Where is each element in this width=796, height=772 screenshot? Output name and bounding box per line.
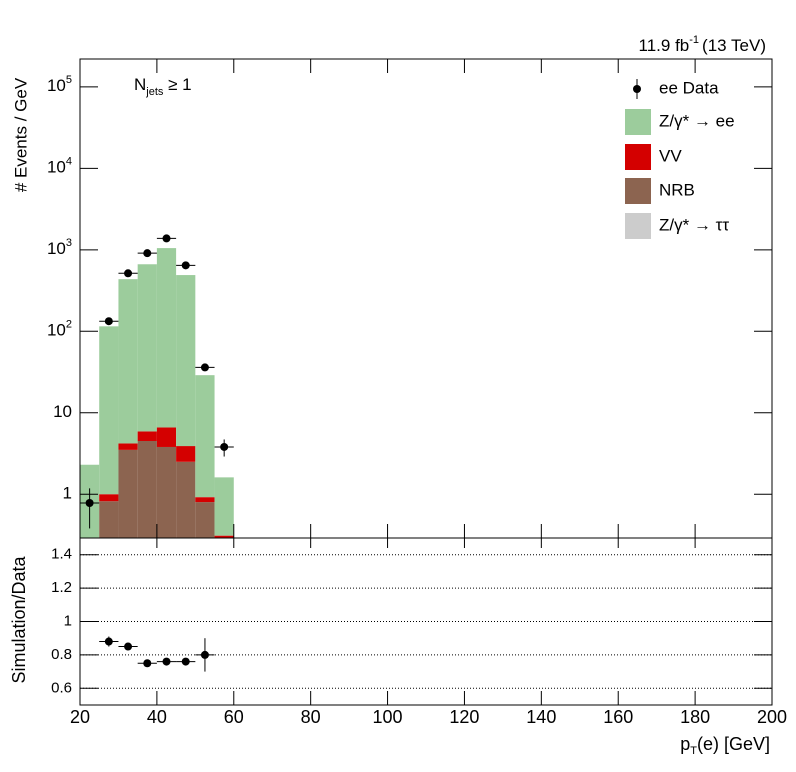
y-tick-label: 0.8 [51,646,72,663]
y-tick-exp: 3 [66,237,72,249]
ratio-point [162,657,171,666]
bar-segment [156,427,177,447]
bar-segment [176,446,196,462]
legend-swatch [625,178,651,204]
bar-segment [99,326,119,495]
bar-segment [156,248,177,428]
bar-segment [99,501,119,538]
x-tick-label: 60 [224,707,244,727]
x-tick-label: 200 [757,707,787,727]
data-point [85,498,94,507]
data-point [200,363,209,372]
y-tick-label: 102 [47,318,72,340]
bar-segment [214,535,234,538]
legend-swatch [625,144,651,170]
y-tick-exp: 4 [66,155,72,167]
data-point [104,317,113,326]
y-tick-base: 10 [47,158,66,177]
y-axis-title: # Events / GeV [11,77,30,192]
data-point [143,249,152,258]
legend-label: NRB [659,180,695,199]
data-point [162,234,171,243]
ratio-y-axis-title: Simulation/Data [9,555,29,683]
ratio-point [104,637,113,646]
y-tick-base: 10 [47,239,66,258]
y-tick-exp: 2 [66,318,72,330]
bar-segment [195,502,215,538]
ratio-point [181,657,190,666]
y-tick-exp: 5 [66,74,72,86]
x-tick-label: 120 [449,707,479,727]
x-tick-label: 140 [526,707,556,727]
bar-segment [137,431,157,441]
y-tick-base: 10 [47,76,66,95]
bar-segment [137,440,157,538]
data-point [124,269,133,278]
bar-segment [214,477,234,536]
x-tick-label: 180 [680,707,710,727]
bar-segment [195,375,215,498]
data-point [181,261,190,270]
legend-label: Z/γ* → ττ [659,215,729,234]
y-tick-label: 1 [64,612,72,629]
y-tick-label: 103 [47,237,72,259]
x-tick-label: 40 [147,707,167,727]
bar-segment [195,497,215,503]
y-tick-label: 104 [47,155,72,177]
y-tick-label: 105 [47,74,72,96]
x-tick-label: 160 [603,707,633,727]
legend-swatch [625,213,651,239]
legend-swatch [625,109,651,135]
bar-segment [156,446,177,538]
annotation: Njets ≥ 1 [134,75,192,97]
y-tick-base: 10 [47,321,66,340]
bar-segment [176,461,196,538]
ratio-point [143,659,152,668]
legend-label: VV [659,146,682,165]
bar-segment [118,279,138,444]
legend-label: Z/γ* → ee [659,111,735,130]
y-tick-label: 1.2 [51,579,72,596]
y-tick-label: 1 [63,484,72,503]
data-point [220,442,229,451]
x-tick-label: 100 [373,707,403,727]
y-tick-label: 1.4 [51,546,72,563]
x-tick-label: 20 [70,707,90,727]
legend-marker [633,85,641,93]
bar-segment [99,494,119,502]
bar-segment [176,275,196,447]
bar-segment [118,449,138,538]
ratio-point [124,642,133,651]
ratio-point [200,650,209,659]
x-axis-title: pT(e) [GeV] [680,734,770,757]
y-tick-label: 0.6 [51,679,72,696]
bar-segment [118,443,138,450]
x-tick-label: 80 [301,707,321,727]
y-tick-label: 10 [53,402,72,421]
histogram [80,234,234,538]
legend-label: ee Data [659,78,719,97]
bar-segment [137,264,157,432]
lumi-label: 11.9 fb-1 (13 TeV) [639,34,766,56]
